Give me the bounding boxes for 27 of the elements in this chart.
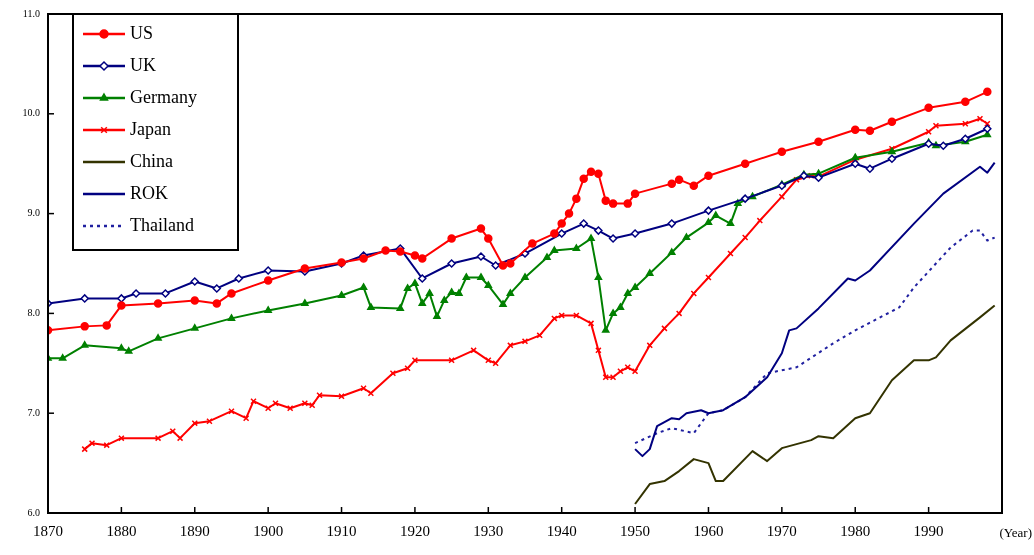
legend-label: UK [130,54,156,75]
legend-label: ROK [130,182,169,203]
x-tick-label: 1990 [913,522,944,539]
x-tick-label: 1940 [546,522,577,539]
x-tick-label: 1930 [473,522,504,539]
x-tick-label: 1950 [620,522,651,539]
x-tick-label: 1980 [840,522,871,539]
x-tick-label: 1880 [106,522,137,539]
legend-label: US [130,22,154,43]
x-tick-label: 1960 [693,522,724,539]
y-tick-label: 9.0 [27,207,40,219]
x-tick-label: 1970 [766,522,797,539]
x-tick-label: 1890 [179,522,210,539]
legend-label: China [130,150,174,171]
y-tick-label: 7.0 [27,406,40,418]
x-axis-title: (Year) [999,524,1032,540]
x-tick-label: 1870 [33,522,63,539]
x-tick-label: 1920 [399,522,430,539]
legend-label: Germany [130,86,197,107]
y-tick-label: 11.0 [22,7,40,19]
x-tick-label: 1910 [326,522,357,539]
y-tick-label: 10.0 [22,107,40,119]
legend-label: Thailand [130,214,194,235]
x-tick-label: 1900 [253,522,284,539]
legend-label: Japan [130,118,171,139]
y-tick-label: 8.0 [27,307,40,319]
y-tick-label: 6.0 [27,506,40,518]
